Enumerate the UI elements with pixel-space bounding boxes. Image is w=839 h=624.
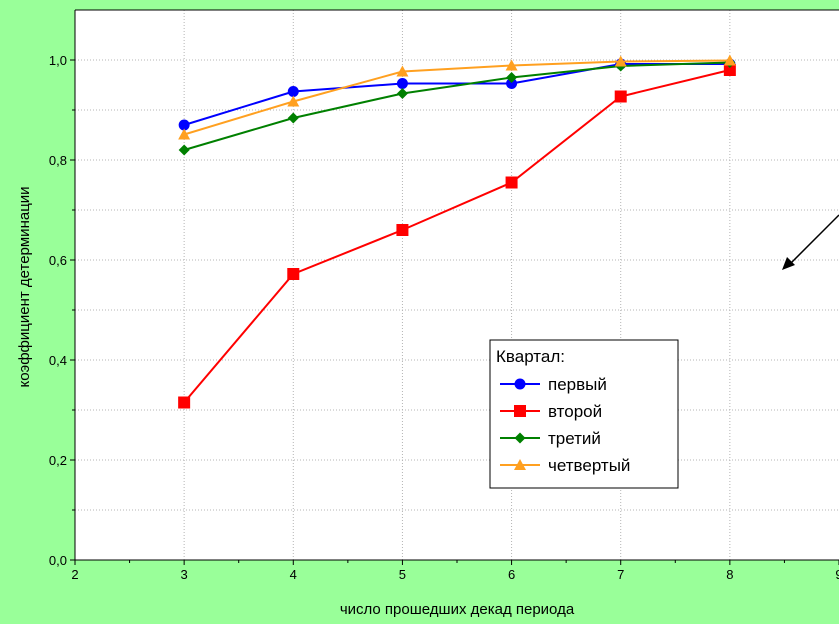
data-point	[505, 59, 518, 71]
y-axis-label: коэффициент детерминации	[16, 186, 33, 387]
x-tick-label: 8	[726, 567, 733, 582]
annotation-arrowhead	[782, 257, 795, 270]
data-point	[178, 144, 190, 156]
data-point	[614, 55, 627, 67]
y-tick-label: 1,0	[49, 53, 67, 68]
y-tick-label: 0,0	[49, 553, 67, 568]
x-tick-label: 6	[508, 567, 515, 582]
series-line	[183, 61, 730, 151]
y-tick-label: 0,2	[49, 453, 67, 468]
series-line	[183, 69, 731, 404]
legend-label: второй	[548, 402, 602, 421]
legend-label: четвертый	[548, 456, 630, 475]
y-tick-label: 0,6	[49, 253, 67, 268]
x-tick-label: 9	[835, 567, 839, 582]
data-point	[723, 64, 736, 76]
data-point	[178, 396, 191, 409]
data-point	[178, 119, 190, 131]
data-point	[396, 88, 408, 99]
series-line	[183, 59, 730, 136]
grid	[75, 10, 839, 560]
series-line	[183, 63, 730, 126]
data-point	[614, 90, 627, 103]
data-point	[396, 65, 409, 77]
legend-item: первый	[500, 375, 607, 394]
data-point	[396, 224, 409, 236]
x-tick-label: 4	[290, 567, 297, 582]
legend-items: первый второй третий четвертый	[500, 375, 630, 475]
legend-item: третий	[500, 429, 601, 448]
legend-marker	[514, 378, 526, 390]
legend-marker	[514, 459, 526, 470]
series-4	[178, 54, 736, 140]
data-point	[396, 78, 408, 89]
y-tick-label: 0,4	[49, 353, 67, 368]
legend: Квартал: первый второй третий четвертый	[489, 339, 679, 489]
legend-label: третий	[548, 429, 601, 448]
plot-area	[75, 10, 839, 560]
data-point	[506, 78, 518, 89]
x-tick-label: 2	[71, 567, 78, 582]
x-tick-label: 7	[617, 567, 624, 582]
series-layer	[178, 54, 736, 409]
x-axis-ticks: 2 3 4 5 6 7 8 9	[71, 560, 839, 582]
data-point	[506, 72, 518, 83]
x-axis-label: число прошедших декад периода	[340, 601, 575, 618]
annotation-arrow	[789, 214, 839, 265]
data-point	[287, 86, 299, 97]
legend-marker	[514, 432, 526, 444]
data-point	[723, 54, 736, 66]
legend-item: четвертый	[500, 456, 630, 475]
legend-marker	[514, 405, 526, 417]
x-tick-label: 3	[181, 567, 188, 582]
y-tick-label: 0,8	[49, 153, 67, 168]
data-point	[287, 268, 300, 280]
legend-title: Квартал:	[496, 347, 565, 366]
x-tick-label: 5	[399, 567, 406, 582]
legend-label: первый	[548, 375, 607, 394]
data-point	[287, 95, 300, 107]
series-2	[178, 64, 736, 409]
data-point	[178, 128, 191, 140]
data-point	[287, 112, 299, 124]
y-axis-ticks: 0,0 0,2 0,4 0,6 0,8 1,0	[49, 53, 75, 568]
legend-item: второй	[500, 402, 602, 421]
data-point	[505, 176, 518, 189]
